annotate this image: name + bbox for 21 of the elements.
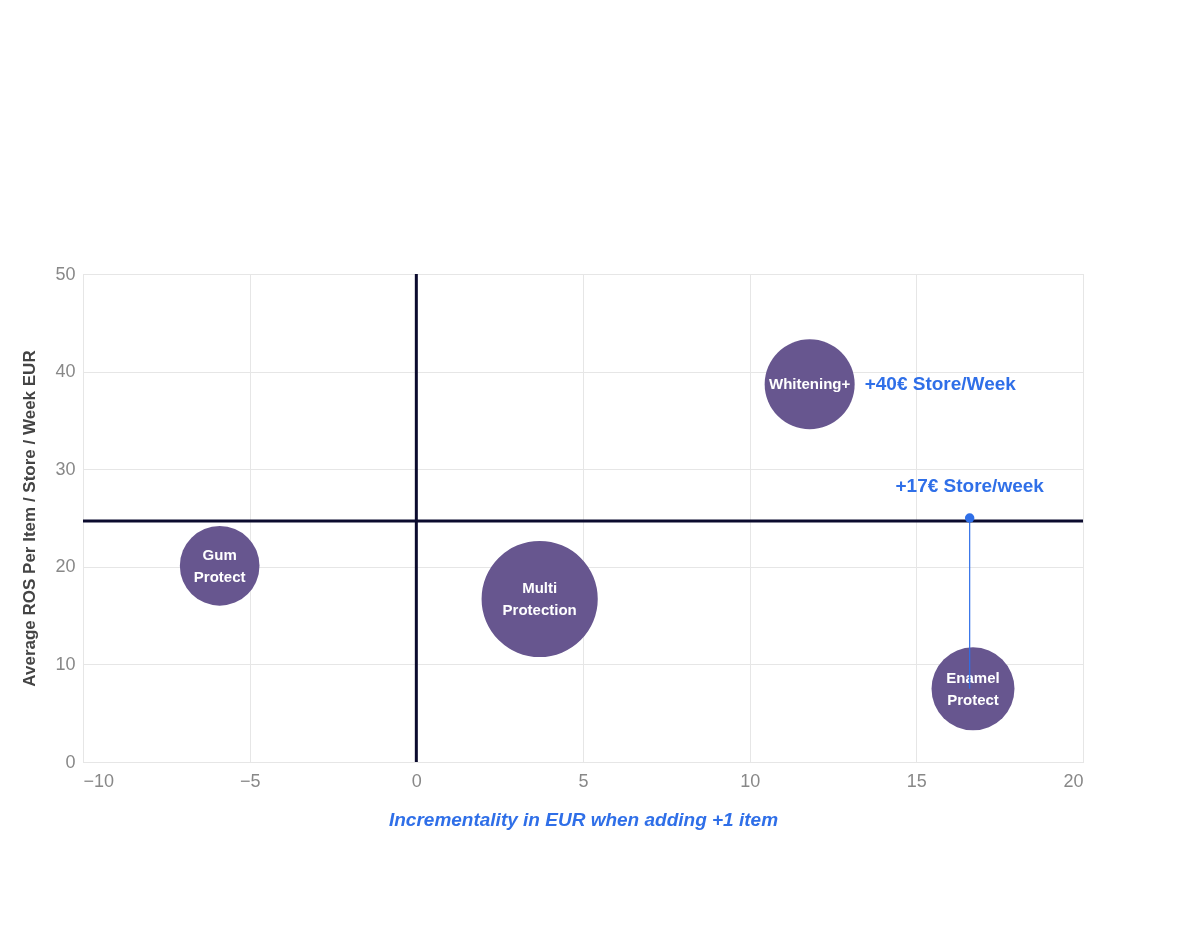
y-tick-label: 10 <box>55 653 76 674</box>
annotation: +40€ Store/Week <box>864 373 1017 395</box>
x-tick-label: 5 <box>578 770 589 791</box>
y-tick-label: 50 <box>55 263 76 284</box>
y-tick-label: 40 <box>55 361 76 382</box>
y-tick-label: 30 <box>55 458 76 479</box>
y-tick-label: 0 <box>65 751 76 772</box>
annotation: +17€ Store/week <box>895 475 1045 496</box>
x-axis-title: Incrementality in EUR when adding +1 item <box>388 808 779 830</box>
x-tick-label: 20 <box>1063 770 1084 791</box>
series-label: Enamel Protect <box>946 668 1000 708</box>
series-label: Multi Protection <box>502 579 577 619</box>
x-tick-label: −5 <box>239 770 261 791</box>
x-tick-label: 10 <box>740 770 761 791</box>
series-label: Whitening+ <box>769 375 851 393</box>
x-tick-label: 0 <box>411 770 422 791</box>
x-tick-label: 15 <box>906 770 927 791</box>
y-tick-label: 20 <box>55 556 76 577</box>
series-label: Gum Protect <box>193 545 246 585</box>
y-axis-title: Average ROS Per Item / Store / Week EUR <box>20 350 40 687</box>
x-tick-label: −10 <box>83 770 115 791</box>
